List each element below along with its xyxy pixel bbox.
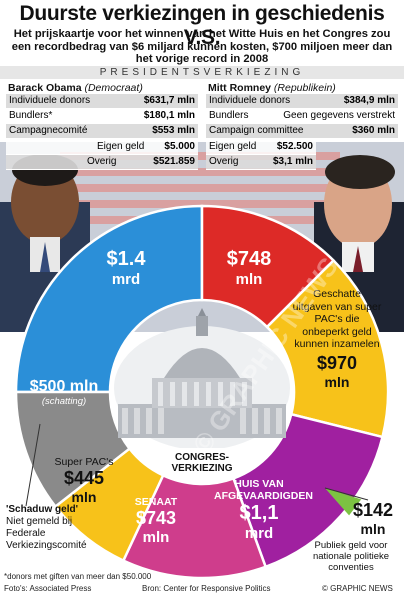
section-header: PRESIDENTSVERKIEZING <box>0 66 404 79</box>
house-unit: mrd <box>244 525 274 542</box>
row-value: $180,1 mln <box>143 110 195 121</box>
house-caption: HUIS VAN AFGEVAARDIGDEN <box>214 478 313 502</box>
row-value: $631,7 mln <box>143 95 195 106</box>
romney-value: $748 mln <box>222 248 276 288</box>
congress-superpac-value: Super PAC's $445 mln <box>46 456 122 505</box>
row-label: Campagnecomité <box>9 125 88 136</box>
slice-conventions <box>324 488 362 516</box>
table-row: Eigen geld $5.000 <box>6 140 198 155</box>
shadow-leader-line <box>25 423 41 507</box>
slice-obama <box>14 204 204 394</box>
row-label: Bundlers <box>209 110 249 121</box>
row-value: $384,9 mln <box>343 95 395 106</box>
slice-superpac <box>265 258 390 439</box>
superpac-amount: $970 <box>316 352 358 373</box>
table-row: Eigen geld $52.500 <box>206 140 316 155</box>
table-row: Overig $3,1 mln <box>206 155 316 170</box>
row-value: $52.500 <box>276 141 313 152</box>
row-value: $521.859 <box>153 156 195 167</box>
row-label: Campaign committee <box>209 125 304 136</box>
row-label: Overig <box>87 156 117 167</box>
table-row: Campagnecomité $553 mln <box>6 124 198 139</box>
conventions-value: $142 mln <box>348 500 398 537</box>
row-value: $360 mln <box>352 125 395 136</box>
obama-heading: Barack Obama (Democraat) <box>8 82 143 94</box>
conventions-leader-line <box>324 487 369 501</box>
obama-value: $1.4 mrd <box>98 248 154 288</box>
page-subtitle: Het prijskaartje voor het winnen van het… <box>11 28 393 65</box>
page-title: Duurste verkiezingen in geschiedenis V.S… <box>19 2 385 49</box>
congress-superpac-amount: $445 <box>63 468 105 488</box>
shadow-money-title: 'Schaduw geld' <box>6 504 78 515</box>
obama-amount: $1.4 <box>106 248 146 270</box>
shadow-note: (schatting) <box>41 396 87 407</box>
obama-party: (Democraat) <box>84 82 143 94</box>
senate-amount: $743 <box>135 508 177 528</box>
row-label: Eigen geld <box>209 141 257 152</box>
romney-table-lower: Eigen geld $52.500 Overig $3,1 mln <box>206 140 316 170</box>
obama-table-lower: Eigen geld $5.000 Overig $521.859 <box>6 140 198 170</box>
capitol-icon <box>114 308 290 448</box>
row-label: Eigen geld <box>97 141 145 152</box>
row-value: Geen gegevens verstrekt <box>283 110 395 121</box>
romney-unit: mln <box>235 271 263 288</box>
row-label: Bundlers* <box>9 110 53 121</box>
table-row: Bundlers Geen gegevens verstrekt <box>206 109 398 124</box>
congress-superpac-unit: mln <box>71 489 97 505</box>
row-value: $3,1 mln <box>272 156 313 167</box>
senate-value: SENAAT $743 mln <box>126 496 186 546</box>
obama-name: Barack Obama <box>8 82 82 94</box>
house-value: HUIS VAN AFGEVAARDIGDEN $1,1 mrd <box>214 478 313 542</box>
conventions-unit: mln <box>360 521 386 537</box>
photo-credit: Foto's: Associated Press <box>4 584 92 593</box>
shadow-value: $500 mln (schatting) <box>18 378 110 407</box>
congress-center-label: CONGRES- VERKIEZING <box>171 452 233 474</box>
romney-name: Mitt Romney <box>208 82 271 94</box>
romney-party: (Republikein) <box>273 82 336 94</box>
congress-superpac-caption: Super PAC's <box>54 456 114 468</box>
table-row: Individuele donors $384,9 mln <box>206 94 398 109</box>
superpac-caption: Geschatte uitgaven van super PAC's die o… <box>292 288 382 350</box>
shadow-money-text: Niet gemeld bij Federale Verkiezingscomi… <box>6 516 87 551</box>
table-row: Individuele donors $631,7 mln <box>6 94 198 109</box>
shadow-amount: $500 mln <box>29 378 99 395</box>
footnote-donors: *donors met giften van meer dan $50.000 <box>4 572 152 581</box>
row-label: Overig <box>209 156 239 167</box>
graphic-credit: © GRAPHIC NEWS <box>322 584 393 593</box>
senate-unit: mln <box>142 529 170 546</box>
table-row: Bundlers* $180,1 mln <box>6 109 198 124</box>
row-value: $5.000 <box>164 141 195 152</box>
conventions-caption: Publiek geld voor nationale politieke co… <box>312 540 390 573</box>
house-amount: $1,1 <box>239 502 279 524</box>
row-label: Individuele donors <box>209 95 291 106</box>
senate-caption: SENAAT <box>134 496 178 508</box>
source-credit: Bron: Center for Responsive Politics <box>142 584 271 593</box>
row-value: $553 mln <box>152 125 195 136</box>
table-row: Overig $521.859 <box>6 155 198 170</box>
obama-table: Individuele donors $631,7 mln Bundlers* $1… <box>6 94 198 139</box>
obama-unit: mrd <box>111 271 141 288</box>
conventions-amount: $142 <box>352 500 394 520</box>
table-row: Campaign committee $360 mln <box>206 124 398 139</box>
romney-amount: $748 <box>226 248 272 270</box>
romney-heading: Mitt Romney (Republikein) <box>208 82 336 94</box>
row-label: Individuele donors <box>9 95 91 106</box>
superpac-value: Geschatte uitgaven van super PAC's die o… <box>292 288 382 390</box>
romney-table: Individuele donors $384,9 mln Bundlers Gee… <box>206 94 398 139</box>
shadow-money-note: 'Schaduw geld' Niet gemeld bij Federale … <box>6 504 88 552</box>
superpac-unit: mln <box>324 373 350 390</box>
